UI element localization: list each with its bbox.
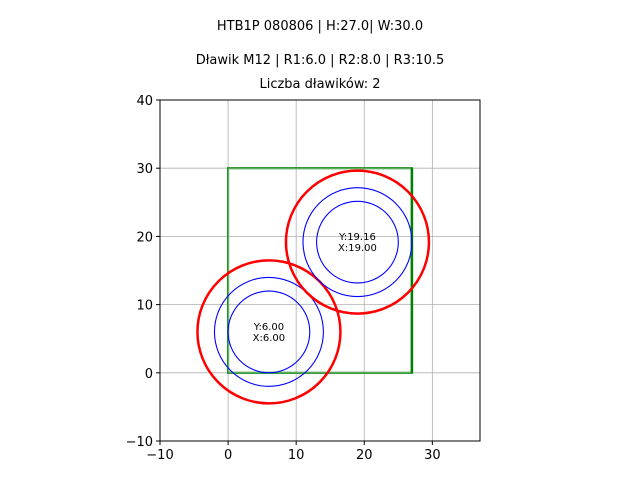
mask-right (480, 60, 640, 461)
gland-circle-r3 (284, 169, 431, 315)
y-tick-label: 40 (136, 94, 153, 109)
gland-label-x: X:6.00 (253, 333, 286, 344)
gland-label-y: Y:6.00 (253, 322, 284, 333)
gland-circle-r1 (316, 200, 399, 284)
mask-bottom (160, 441, 480, 480)
gland-circle-r1 (227, 290, 311, 374)
axes-frame (159, 99, 481, 442)
x-tick-label: 10 (288, 448, 305, 463)
gland-circle-r2 (213, 276, 324, 387)
gland-circle-r3 (196, 259, 342, 405)
y-tick-label: 20 (136, 230, 153, 245)
x-tick-label: 20 (356, 448, 373, 463)
mask-left (0, 60, 160, 461)
gland-count: Liczba dławików: 2 (259, 77, 381, 92)
x-tick-label: 0 (224, 448, 232, 463)
gland-label-y: Y:19.16 (338, 232, 376, 243)
chart-subtitle: Dławik M12 | R1:6.0 | R2:8.0 | R3:10.5 (195, 53, 445, 68)
y-tick-label: −10 (126, 435, 153, 450)
y-tick-label: 30 (136, 162, 153, 177)
y-tick-label: 10 (136, 299, 153, 314)
x-tick-label: 30 (424, 448, 441, 463)
gland-circle-r2 (302, 187, 413, 298)
y-tick-label: 0 (145, 367, 153, 382)
chart-title: HTB1P 080806 | H:27.0| W:30.0 (216, 19, 424, 34)
x-tick-label: −10 (146, 448, 173, 463)
gland-label-x: X:19.00 (338, 243, 377, 254)
